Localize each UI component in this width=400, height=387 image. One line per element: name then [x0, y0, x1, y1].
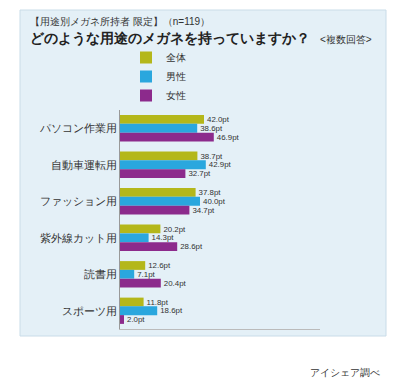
svg-text:読書用: 読書用 [84, 268, 117, 280]
svg-text:42.0pt: 42.0pt [207, 115, 230, 124]
svg-text:38.7pt: 38.7pt [200, 152, 223, 161]
svg-text:11.8pt: 11.8pt [147, 298, 169, 307]
svg-text:2.0pt: 2.0pt [127, 315, 145, 324]
svg-text:スポーツ用: スポーツ用 [62, 305, 117, 317]
svg-text:アイシェア調べ: アイシェア調べ [310, 367, 380, 378]
svg-text:男性: 男性 [166, 71, 186, 82]
svg-text:42.9pt: 42.9pt [209, 160, 232, 169]
svg-text:20.2pt: 20.2pt [163, 225, 186, 234]
svg-text:34.7pt: 34.7pt [192, 206, 215, 215]
svg-text:どのような用途のメガネを持っていますか？: どのような用途のメガネを持っていますか？ [30, 30, 310, 47]
svg-text:40.0pt: 40.0pt [203, 197, 226, 206]
svg-text:全体: 全体 [166, 52, 186, 63]
svg-text:ファッション用: ファッション用 [40, 195, 117, 207]
svg-text:12.6pt: 12.6pt [148, 261, 171, 270]
svg-text:18.6pt: 18.6pt [160, 306, 183, 315]
svg-text:20.4pt: 20.4pt [164, 279, 187, 288]
svg-text:38.6pt: 38.6pt [200, 124, 223, 133]
svg-text:<複数回答>: <複数回答> [320, 34, 372, 45]
svg-text:女性: 女性 [166, 90, 186, 101]
svg-text:14.3pt: 14.3pt [152, 233, 175, 242]
svg-text:【用途別メガネ所持者 限定】（n=119）: 【用途別メガネ所持者 限定】（n=119） [30, 16, 210, 27]
svg-text:自動車運転用: 自動車運転用 [51, 159, 117, 171]
svg-text:28.6pt: 28.6pt [180, 242, 203, 251]
svg-text:37.8pt: 37.8pt [199, 188, 222, 197]
svg-text:46.9pt: 46.9pt [217, 133, 240, 142]
svg-text:紫外線カット用: 紫外線カット用 [40, 232, 117, 244]
svg-text:パソコン作業用: パソコン作業用 [39, 122, 117, 134]
svg-text:7.1pt: 7.1pt [137, 270, 155, 279]
svg-text:32.7pt: 32.7pt [188, 169, 211, 178]
